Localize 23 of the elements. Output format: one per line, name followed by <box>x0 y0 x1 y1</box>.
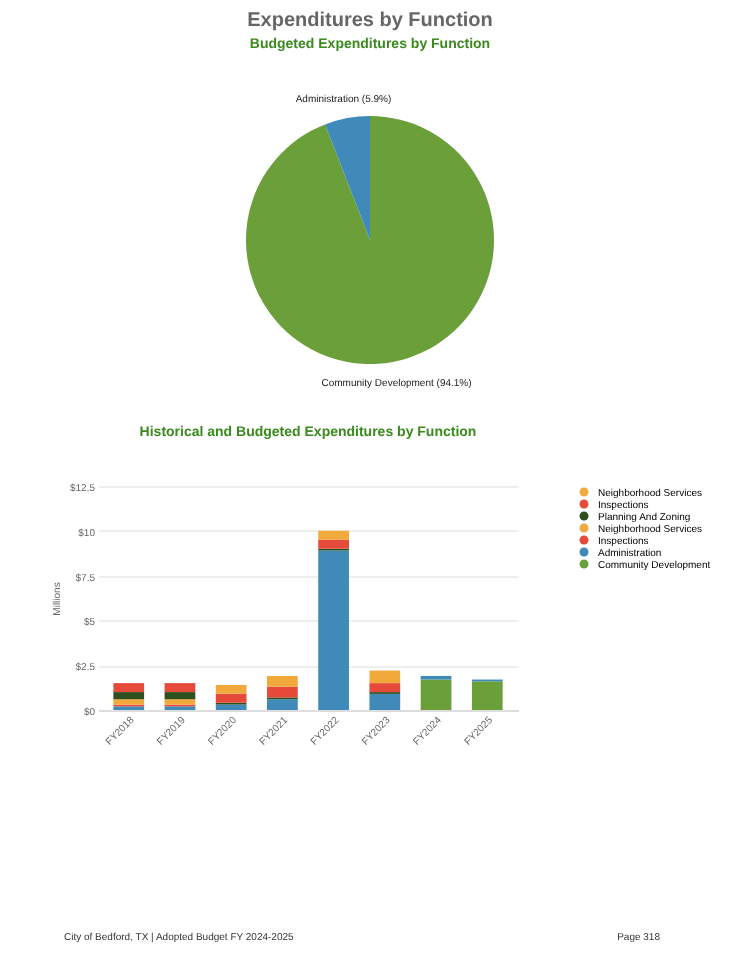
bar <box>113 699 145 705</box>
bar <box>369 683 401 693</box>
bar <box>369 670 401 684</box>
bar <box>164 683 196 693</box>
bar <box>215 693 247 703</box>
bar <box>215 704 247 710</box>
bar <box>215 684 247 694</box>
bar <box>267 686 298 698</box>
bar <box>369 693 401 710</box>
bar <box>164 692 196 700</box>
bar <box>471 681 503 710</box>
bar <box>318 530 349 540</box>
pie-slice <box>325 116 370 240</box>
bar <box>267 675 298 687</box>
bar <box>318 539 349 549</box>
bar <box>164 699 196 705</box>
bar <box>420 679 452 710</box>
bar <box>318 550 349 710</box>
bar <box>113 692 145 700</box>
pie-slice <box>246 116 494 364</box>
bar <box>113 683 145 693</box>
bar <box>267 699 298 710</box>
chart-title: Expenditures by Function <box>247 10 493 32</box>
